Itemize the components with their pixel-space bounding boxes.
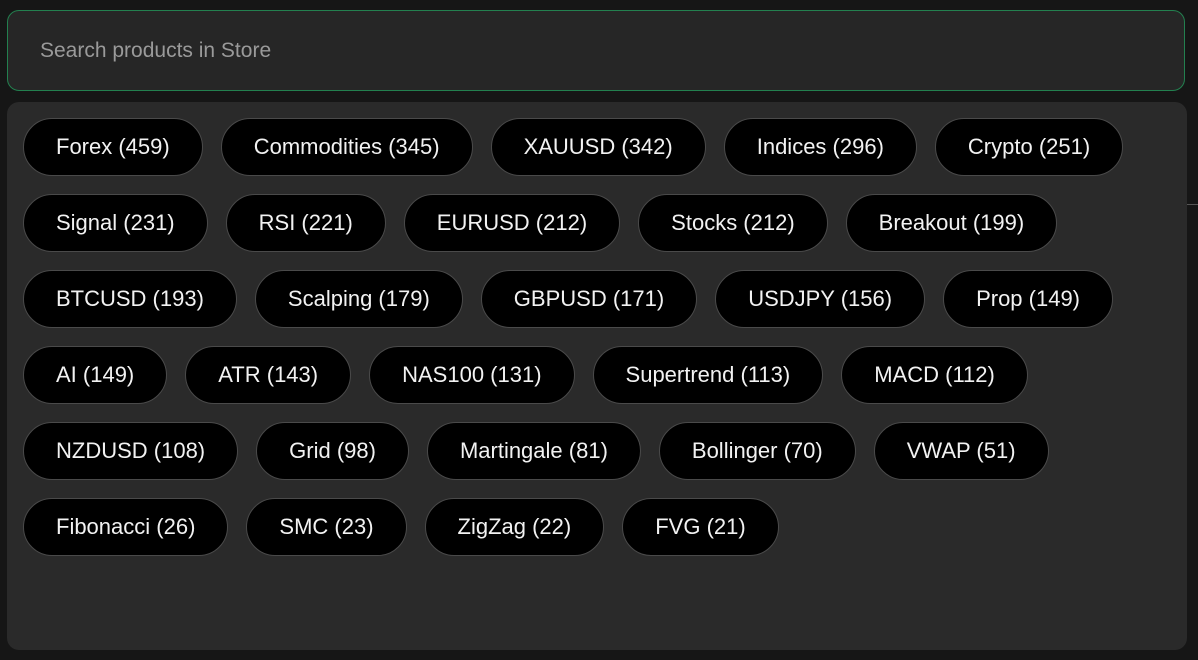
tag-chip[interactable]: ZigZag (22): [424, 498, 605, 556]
tag-chip[interactable]: Martingale (81): [426, 422, 641, 480]
tag-chip[interactable]: Breakout (199): [845, 194, 1058, 252]
tag-chip[interactable]: ATR (143): [185, 346, 352, 404]
tag-chip[interactable]: NZDUSD (108): [23, 422, 239, 480]
background-divider: [1186, 204, 1198, 205]
tag-chip[interactable]: GBPUSD (171): [480, 270, 698, 328]
tag-chip[interactable]: BTCUSD (193): [23, 270, 237, 328]
tag-chip[interactable]: USDJPY (156): [715, 270, 926, 328]
tag-chip[interactable]: AI (149): [23, 346, 168, 404]
search-box[interactable]: Search products in Store: [7, 10, 1185, 91]
tag-chip[interactable]: Signal (231): [23, 194, 208, 252]
tag-chip[interactable]: Stocks (212): [638, 194, 828, 252]
tag-chip[interactable]: Crypto (251): [934, 118, 1124, 176]
tag-chip[interactable]: MACD (112): [841, 346, 1028, 404]
tag-chip[interactable]: FVG (21): [622, 498, 779, 556]
tag-chip[interactable]: Supertrend (113): [592, 346, 824, 404]
tag-chip[interactable]: SMC (23): [246, 498, 407, 556]
tag-chip[interactable]: Commodities (345): [220, 118, 473, 176]
suggestion-panel: Forex (459) Commodities (345) XAUUSD (342)…: [7, 102, 1187, 650]
tag-chip[interactable]: Scalping (179): [254, 270, 463, 328]
tag-chip[interactable]: NAS100 (131): [369, 346, 575, 404]
search-placeholder: Search products in Store: [40, 38, 272, 62]
tag-chip[interactable]: Prop (149): [943, 270, 1114, 328]
tag-chip[interactable]: Fibonacci (26): [23, 498, 229, 556]
tag-chip[interactable]: EURUSD (212): [403, 194, 621, 252]
tag-chip[interactable]: VWAP (51): [873, 422, 1049, 480]
tag-chip[interactable]: Bollinger (70): [658, 422, 856, 480]
tag-chip[interactable]: RSI (221): [225, 194, 386, 252]
tag-chip[interactable]: Indices (296): [723, 118, 917, 176]
tag-chip[interactable]: XAUUSD (342): [490, 118, 706, 176]
tag-chip[interactable]: Forex (459): [23, 118, 203, 176]
tag-chip[interactable]: Grid (98): [256, 422, 409, 480]
